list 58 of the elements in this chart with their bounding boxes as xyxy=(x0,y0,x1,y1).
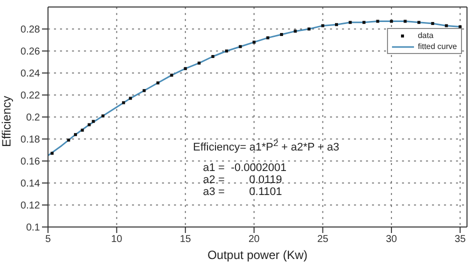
annotation: a2 = 0.0119 xyxy=(203,174,283,186)
line-series xyxy=(48,20,461,156)
point xyxy=(198,62,201,65)
x-tick-label: 5 xyxy=(45,234,52,246)
point xyxy=(444,24,448,28)
point xyxy=(294,30,297,33)
point xyxy=(266,36,270,40)
point xyxy=(225,50,228,52)
point xyxy=(142,89,146,92)
point xyxy=(321,24,324,28)
point xyxy=(308,28,311,30)
point xyxy=(252,40,256,44)
y-tick-label: 0.22 xyxy=(20,90,40,102)
point xyxy=(404,20,407,23)
point xyxy=(170,74,174,77)
legend-label: fitted curve xyxy=(418,41,457,52)
point xyxy=(74,133,77,136)
point xyxy=(67,138,70,142)
x-tick-label: 10 xyxy=(111,234,123,246)
point xyxy=(390,20,393,23)
y-tick-label: 0.28 xyxy=(20,24,40,36)
y-tick-label: 0.16 xyxy=(20,156,40,168)
legend-label: data xyxy=(418,30,434,41)
point xyxy=(122,101,126,104)
x-tick-label: 30 xyxy=(386,234,398,246)
point xyxy=(156,81,160,84)
y-tick-label: 0.18 xyxy=(20,134,40,146)
point xyxy=(362,20,366,24)
y-axis-title: Efficiency xyxy=(0,96,14,147)
x-tick-label: 15 xyxy=(180,234,192,246)
y-tick-label: 0.24 xyxy=(20,68,40,80)
point xyxy=(417,20,420,24)
y-tick-label: 0.26 xyxy=(20,46,40,58)
point xyxy=(88,123,91,126)
x-tick-label: 20 xyxy=(248,234,260,246)
point xyxy=(280,33,284,36)
point xyxy=(50,152,54,155)
point xyxy=(431,22,434,25)
point xyxy=(334,23,338,26)
annotation: a1 = -0.0002001 xyxy=(203,162,288,174)
x-tick-label: 35 xyxy=(454,234,466,246)
y-tick-label: 0.12 xyxy=(20,200,40,212)
y-tick-label: 0.1 xyxy=(26,222,40,234)
annotation: Efficiency= a1*P$^{2}$ + a2*P + a3 xyxy=(193,138,340,154)
point xyxy=(184,67,187,70)
point xyxy=(92,120,95,123)
y-tick-label: 0.2 xyxy=(26,112,40,124)
annotation: a3 = 0.1101 xyxy=(203,186,283,198)
point xyxy=(128,96,132,100)
y-tick-label: 0.14 xyxy=(20,178,40,190)
point xyxy=(348,20,352,24)
x-axis-title: Output power (Kw) xyxy=(207,248,308,262)
point xyxy=(238,45,242,48)
point xyxy=(376,20,380,23)
x-tick-label: 25 xyxy=(317,234,329,246)
point xyxy=(211,55,214,58)
point xyxy=(101,114,104,118)
point xyxy=(80,128,84,132)
